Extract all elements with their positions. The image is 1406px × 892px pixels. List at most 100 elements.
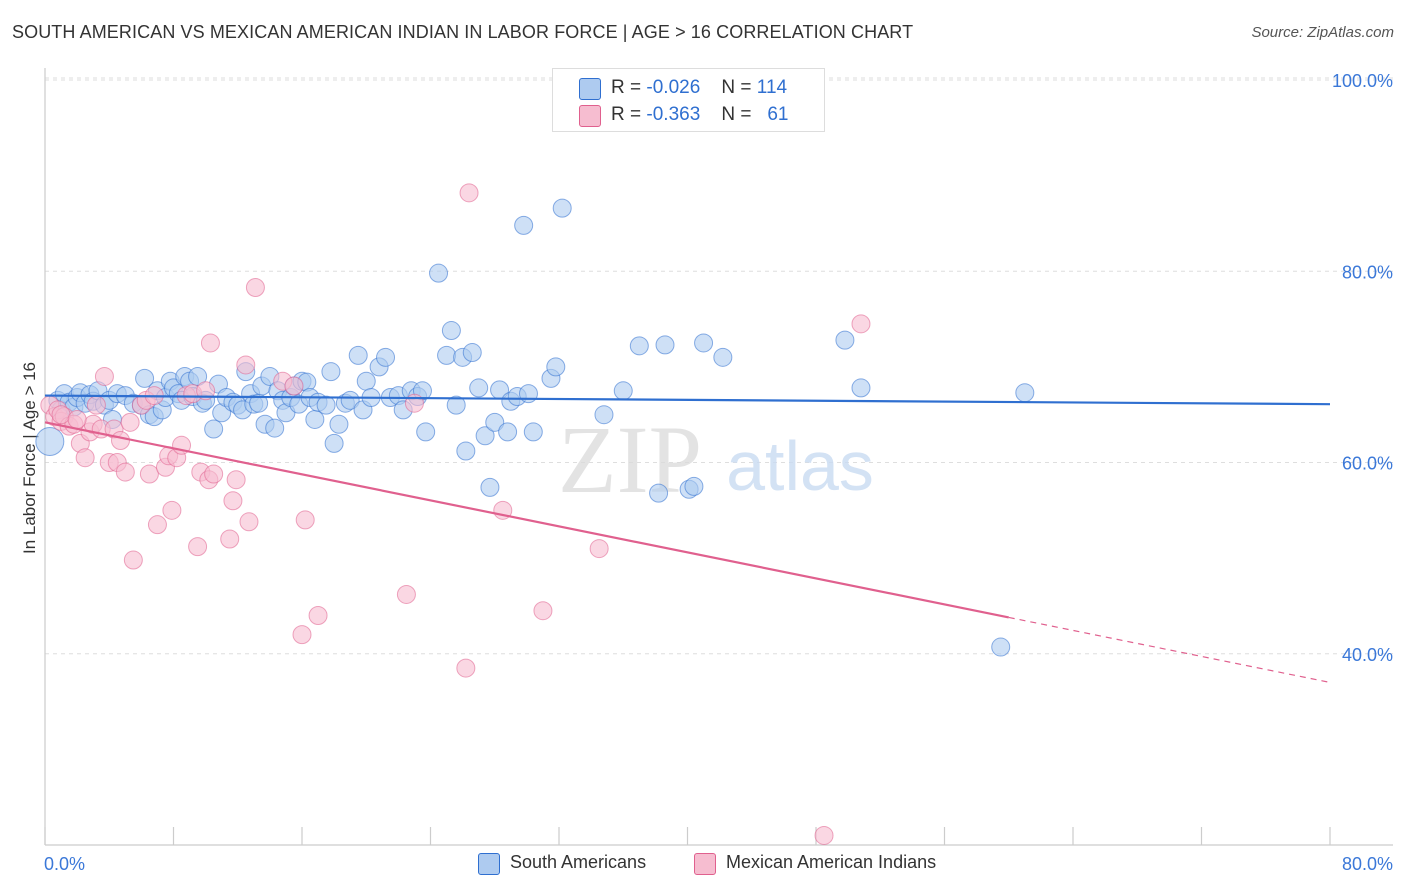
- watermark-atlas: atlas: [726, 427, 874, 505]
- point-south-american: [321, 362, 341, 382]
- point-south-american: [991, 637, 1011, 657]
- point-south-american: [1015, 383, 1035, 403]
- point-south-american: [469, 378, 489, 398]
- point-south-american: [329, 414, 349, 434]
- point-mexican-american-indian: [223, 491, 243, 511]
- x-tick-label: 0.0%: [44, 854, 85, 874]
- point-south-american: [437, 345, 457, 365]
- point-south-american: [552, 198, 572, 218]
- point-south-american: [594, 405, 614, 425]
- point-south-american: [446, 395, 466, 415]
- point-mexican-american-indian: [139, 464, 159, 484]
- point-mexican-american-indian: [162, 500, 182, 520]
- y-tick-label: 100.0%: [1332, 71, 1393, 91]
- point-mexican-american-indian: [589, 539, 609, 559]
- point-mexican-american-indian: [533, 601, 553, 621]
- point-mexican-american-indian: [295, 510, 315, 530]
- point-south-american: [629, 336, 649, 356]
- point-south-american: [514, 215, 534, 235]
- point-south-american: [649, 483, 669, 503]
- point-south-american: [324, 433, 344, 453]
- point-mexican-american-indian: [851, 314, 871, 334]
- point-mexican-american-indian: [396, 584, 416, 604]
- point-south-american: [204, 419, 224, 439]
- point-south-american: [376, 347, 396, 367]
- point-mexican-american-indian: [239, 512, 259, 532]
- point-south-american: [348, 345, 368, 365]
- point-south-american: [265, 418, 285, 438]
- point-south-american: [713, 347, 733, 367]
- tick-labels: 40.0% 60.0% 80.0% 100.0% 0.0% 80.0%: [44, 71, 1393, 874]
- point-south-american: [613, 381, 633, 401]
- point-south-american: [441, 321, 461, 341]
- point-south-american: [546, 357, 566, 377]
- legend-swatch-blue: [579, 78, 601, 100]
- point-south-american: [188, 366, 208, 386]
- legend-r-label: R =: [611, 77, 642, 98]
- point-mexican-american-indian: [284, 376, 304, 396]
- legend-swatch-pink: [579, 105, 601, 127]
- point-south-american: [356, 371, 376, 391]
- point-mexican-american-indian: [188, 537, 208, 557]
- bottom-legend-label: South Americans: [510, 852, 647, 872]
- point-south-american: [498, 422, 518, 442]
- point-south-american: [694, 333, 714, 353]
- point-south-american: [340, 390, 360, 410]
- legend-r-value: -0.363: [646, 104, 701, 125]
- point-mexican-american-indian: [196, 381, 216, 401]
- point-south-american: [480, 477, 500, 497]
- point-south-american: [135, 368, 155, 388]
- point-south-american: [684, 476, 704, 496]
- x-tick-label: 80.0%: [1342, 854, 1393, 874]
- point-south-american: [429, 263, 449, 283]
- source-label: Source: ZipAtlas.com: [1251, 24, 1394, 41]
- point-mexican-american-indian: [75, 448, 95, 468]
- point-mexican-american-indian: [51, 405, 71, 425]
- bottom-legend-label: Mexican American Indians: [726, 852, 937, 872]
- legend-r-value: -0.026: [646, 77, 701, 98]
- point-mexican-american-indian: [456, 658, 476, 678]
- watermark-zip: ZIP: [558, 406, 702, 513]
- point-south-american: [523, 422, 543, 442]
- legend-box: R = -0.026 N = 114 R = -0.363 N = 61: [552, 68, 825, 132]
- axes: [44, 68, 1393, 846]
- point-south-american: [851, 378, 871, 398]
- point-south-american: [35, 426, 65, 456]
- bottom-legend-swatch-pink: [694, 853, 716, 875]
- bottom-legend-swatch-blue: [478, 853, 500, 875]
- y-tick-label: 60.0%: [1342, 454, 1393, 474]
- point-mexican-american-indian: [292, 625, 312, 645]
- point-mexican-american-indian: [226, 470, 246, 490]
- point-south-american: [416, 422, 436, 442]
- point-south-american: [485, 412, 505, 432]
- legend-n-label: N =: [721, 77, 752, 98]
- y-tick-label: 80.0%: [1342, 262, 1393, 282]
- y-tick-label: 40.0%: [1342, 645, 1393, 665]
- legend-n-label: N =: [721, 104, 752, 125]
- point-mexican-american-indian: [200, 333, 220, 353]
- trend-line-south-americans: [44, 394, 1331, 406]
- point-south-american: [456, 441, 476, 461]
- legend-n-value: 114: [756, 77, 788, 98]
- point-mexican-american-indian: [308, 606, 328, 625]
- point-mexican-american-indian: [814, 825, 834, 845]
- trend-line-mexican-american-indians: [44, 421, 1009, 619]
- point-mexican-american-indian: [245, 278, 265, 298]
- legend-n-value: 61: [767, 104, 789, 125]
- point-south-american: [462, 343, 482, 363]
- point-mexican-american-indian: [123, 550, 143, 570]
- point-south-american: [655, 335, 675, 355]
- point-mexican-american-indian: [147, 515, 167, 535]
- point-mexican-american-indian: [94, 366, 114, 386]
- point-mexican-american-indian: [115, 462, 135, 482]
- point-mexican-american-indian: [67, 409, 87, 429]
- point-mexican-american-indian: [120, 412, 140, 432]
- point-south-american: [835, 330, 855, 350]
- trend-line-mexican-american-indians-extension: [1008, 616, 1331, 684]
- data-points: [35, 183, 1035, 845]
- point-south-american: [475, 426, 495, 446]
- point-south-american: [316, 395, 336, 415]
- point-mexican-american-indian: [86, 395, 106, 415]
- point-mexican-american-indian: [204, 464, 224, 484]
